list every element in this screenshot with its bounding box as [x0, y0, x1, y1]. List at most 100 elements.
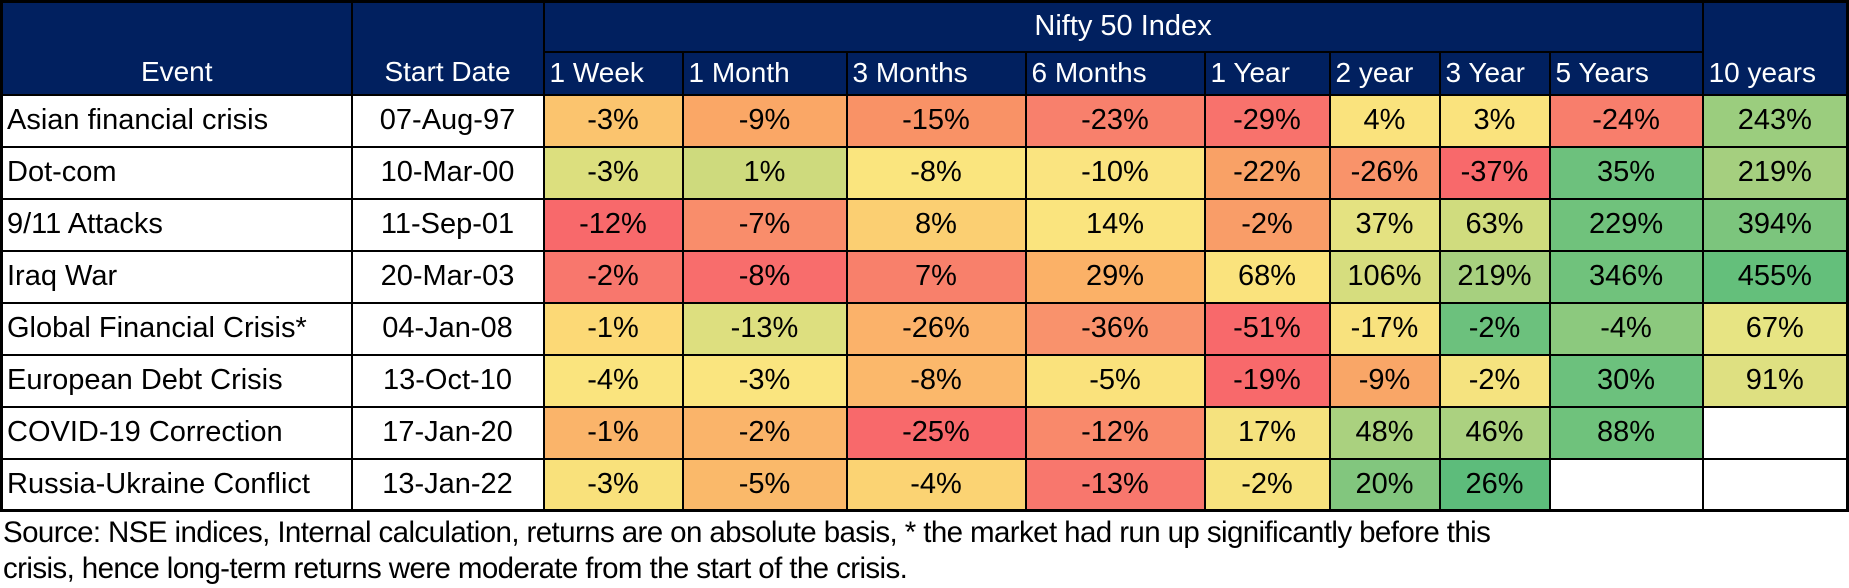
return-cell: -15%: [845, 93, 1027, 148]
return-cell: -22%: [1203, 145, 1331, 200]
return-cell: 8%: [845, 197, 1027, 252]
column-header-1-month: 1 Month: [681, 50, 848, 96]
event-cell: Russia-Ukraine Conflict: [0, 457, 353, 512]
column-header-3-months: 3 Months: [845, 50, 1027, 96]
start-date-cell: 04-Jan-08: [350, 301, 545, 356]
return-cell: -24%: [1548, 93, 1704, 148]
source-note: Source: NSE indices, Internal calculatio…: [0, 512, 1849, 587]
nifty-returns-table: Event Start Date Nifty 50 Index 10 years…: [0, 0, 1849, 512]
return-cell: -26%: [1328, 145, 1441, 200]
return-cell: 1%: [681, 145, 848, 200]
start-date-cell: 10-Mar-00: [350, 145, 545, 200]
return-cell: -4%: [845, 457, 1027, 512]
table-row: Russia-Ukraine Conflict 13-Jan-22 -3% -5…: [0, 457, 1849, 512]
return-cell: -17%: [1328, 301, 1441, 356]
event-cell: 9/11 Attacks: [0, 197, 353, 252]
return-cell: -36%: [1024, 301, 1206, 356]
return-cell: 394%: [1701, 197, 1849, 252]
table-row: Iraq War 20-Mar-03 -2% -8% 7% 29% 68% 10…: [0, 249, 1849, 304]
return-cell: 35%: [1548, 145, 1704, 200]
column-header-2-year: 2 year: [1328, 50, 1441, 96]
return-cell: -1%: [542, 301, 684, 356]
table-row: 9/11 Attacks 11-Sep-01 -12% -7% 8% 14% -…: [0, 197, 1849, 252]
start-date-cell: 20-Mar-03: [350, 249, 545, 304]
source-note-line-1: Source: NSE indices, Internal calculatio…: [3, 516, 1491, 549]
header-period-row: 1 Week 1 Month 3 Months 6 Months 1 Year …: [2, 50, 1848, 96]
return-cell: -8%: [845, 353, 1027, 408]
event-cell: Iraq War: [0, 249, 353, 304]
return-cell: 46%: [1438, 405, 1551, 460]
return-cell: -13%: [1024, 457, 1206, 512]
return-cell: -2%: [1203, 457, 1331, 512]
event-cell: European Debt Crisis: [0, 353, 353, 408]
event-cell: Global Financial Crisis*: [0, 301, 353, 356]
return-cell: -9%: [1328, 353, 1441, 408]
return-cell: 63%: [1438, 197, 1551, 252]
return-cell: -37%: [1438, 145, 1551, 200]
return-cell: -9%: [681, 93, 848, 148]
return-cell: 219%: [1701, 145, 1849, 200]
table-row: Global Financial Crisis* 04-Jan-08 -1% -…: [0, 301, 1849, 356]
event-cell: COVID-19 Correction: [0, 405, 353, 460]
start-date-cell: 17-Jan-20: [350, 405, 545, 460]
return-cell: [1701, 405, 1849, 460]
return-cell: -7%: [681, 197, 848, 252]
return-cell: 455%: [1701, 249, 1849, 304]
return-cell: 20%: [1328, 457, 1441, 512]
return-cell: -12%: [1024, 405, 1206, 460]
return-cell: -3%: [542, 457, 684, 512]
return-cell: -26%: [845, 301, 1027, 356]
return-cell: 88%: [1548, 405, 1704, 460]
return-cell: 67%: [1701, 301, 1849, 356]
table-row: European Debt Crisis 13-Oct-10 -4% -3% -…: [0, 353, 1849, 408]
return-cell: 26%: [1438, 457, 1551, 512]
start-date-cell: 11-Sep-01: [350, 197, 545, 252]
return-cell: -1%: [542, 405, 684, 460]
return-cell: -3%: [542, 93, 684, 148]
return-cell: 229%: [1548, 197, 1704, 252]
return-cell: -5%: [681, 457, 848, 512]
return-cell: 3%: [1438, 93, 1551, 148]
return-cell: 17%: [1203, 405, 1331, 460]
return-cell: -4%: [542, 353, 684, 408]
column-header-1-year: 1 Year: [1203, 50, 1331, 96]
column-header-3-year: 3 Year: [1438, 50, 1551, 96]
return-cell: -51%: [1203, 301, 1331, 356]
return-cell: 106%: [1328, 249, 1441, 304]
column-header-5-years: 5 Years: [1548, 50, 1704, 96]
return-cell: -2%: [542, 249, 684, 304]
return-cell: -19%: [1203, 353, 1331, 408]
return-cell: -12%: [542, 197, 684, 252]
column-header-6-months: 6 Months: [1024, 50, 1206, 96]
return-cell: -10%: [1024, 145, 1206, 200]
return-cell: -2%: [681, 405, 848, 460]
return-cell: -5%: [1024, 353, 1206, 408]
start-date-cell: 13-Oct-10: [350, 353, 545, 408]
index-banner: Nifty 50 Index: [542, 0, 1704, 53]
return-cell: -2%: [1203, 197, 1331, 252]
event-cell: Asian financial crisis: [0, 93, 353, 148]
event-cell: Dot-com: [0, 145, 353, 200]
table-row: COVID-19 Correction 17-Jan-20 -1% -2% -2…: [0, 405, 1849, 460]
return-cell: 91%: [1701, 353, 1849, 408]
source-note-line-2: crisis, hence long-term returns were mod…: [3, 552, 908, 585]
table-row: Asian financial crisis 07-Aug-97 -3% -9%…: [0, 93, 1849, 148]
start-date-cell: 13-Jan-22: [350, 457, 545, 512]
return-cell: -3%: [542, 145, 684, 200]
return-cell: 48%: [1328, 405, 1441, 460]
return-cell: -23%: [1024, 93, 1206, 148]
start-date-cell: 07-Aug-97: [350, 93, 545, 148]
return-cell: -8%: [681, 249, 848, 304]
return-cell: 14%: [1024, 197, 1206, 252]
return-cell: -8%: [845, 145, 1027, 200]
return-cell: 37%: [1328, 197, 1441, 252]
return-cell: -4%: [1548, 301, 1704, 356]
return-cell: -13%: [681, 301, 848, 356]
return-cell: 29%: [1024, 249, 1206, 304]
return-cell: 243%: [1701, 93, 1849, 148]
event-column-header: Event: [0, 0, 353, 96]
return-cell: 219%: [1438, 249, 1551, 304]
return-cell: -2%: [1438, 353, 1551, 408]
start-date-column-header: Start Date: [350, 0, 545, 96]
